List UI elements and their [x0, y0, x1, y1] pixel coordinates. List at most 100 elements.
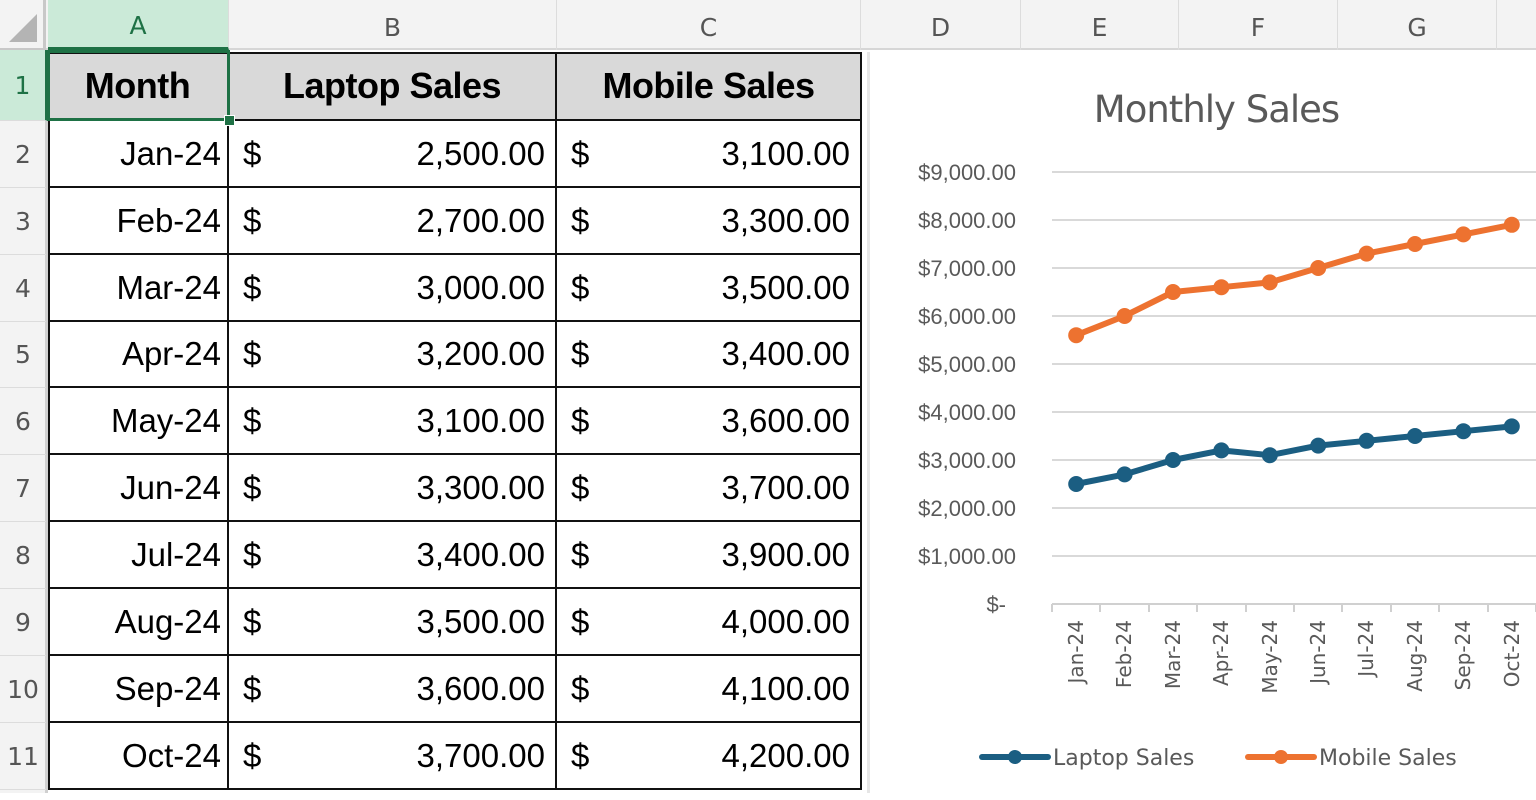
table-cell-mobile[interactable]: $3,600.00 — [557, 388, 862, 455]
table-cell-laptop[interactable]: $3,700.00 — [229, 723, 557, 790]
svg-text:Aug-24: Aug-24 — [1403, 620, 1427, 692]
data-point-marker[interactable] — [1165, 284, 1181, 300]
row-header-2[interactable]: 2 — [0, 121, 46, 188]
row-header-7[interactable]: 7 — [0, 455, 46, 522]
table-cell-mobile[interactable]: $3,700.00 — [557, 455, 862, 522]
mobile-value: 3,600.00 — [721, 401, 850, 439]
row-header-10[interactable]: 10 — [0, 656, 46, 723]
header-cell-laptop-sales[interactable]: Laptop Sales — [229, 52, 557, 121]
table-cell-month[interactable]: Oct-24 — [48, 723, 229, 790]
table-cell-month[interactable]: Jan-24 — [48, 121, 229, 188]
column-header-h[interactable] — [1497, 0, 1536, 50]
currency-symbol: $ — [571, 602, 590, 640]
table-cell-month[interactable]: Feb-24 — [48, 188, 229, 255]
monthly-sales-chart[interactable]: $9,000.00 $8,000.00 $7,000.00 $6,000.00 … — [867, 52, 1536, 793]
table-cell-mobile[interactable]: $3,100.00 — [557, 121, 862, 188]
column-header-f[interactable]: F — [1179, 0, 1338, 50]
table-cell-month[interactable]: Aug-24 — [48, 589, 229, 656]
currency-symbol: $ — [243, 335, 262, 372]
table-cell-laptop[interactable]: $2,700.00 — [229, 188, 557, 255]
data-point-marker[interactable] — [1407, 428, 1423, 444]
table-cell-month[interactable]: Jul-24 — [48, 522, 229, 589]
column-header-g[interactable]: G — [1338, 0, 1497, 50]
currency-symbol: $ — [571, 134, 590, 172]
svg-text:$5,000.00: $5,000.00 — [918, 352, 1016, 377]
laptop-value: 2,700.00 — [416, 201, 545, 239]
table-cell-mobile[interactable]: $3,300.00 — [557, 188, 862, 255]
currency-symbol: $ — [243, 134, 262, 172]
table-cell-month[interactable]: Mar-24 — [48, 255, 229, 322]
data-point-marker[interactable] — [1068, 476, 1085, 492]
data-point-marker[interactable] — [1165, 452, 1181, 468]
table-cell-laptop[interactable]: $2,500.00 — [229, 121, 557, 188]
series-line-laptop-sales[interactable] — [1075, 423, 1513, 487]
series-line-mobile-sales[interactable] — [1075, 221, 1513, 338]
row-header-12[interactable] — [0, 790, 46, 800]
row-header-6[interactable]: 6 — [0, 388, 46, 455]
row-header-11[interactable]: 11 — [0, 723, 46, 790]
mobile-value: 3,500.00 — [721, 268, 850, 306]
svg-text:$3,000.00: $3,000.00 — [918, 448, 1016, 473]
data-point-marker[interactable] — [1455, 423, 1472, 440]
data-point-marker[interactable] — [1455, 226, 1472, 243]
header-cell-month[interactable]: Month — [48, 52, 229, 121]
data-point-marker[interactable] — [1310, 437, 1327, 454]
table-cell-mobile[interactable]: $4,100.00 — [557, 656, 862, 723]
data-point-marker[interactable] — [1068, 327, 1085, 344]
column-header-a[interactable]: A — [48, 0, 229, 50]
currency-symbol: $ — [571, 669, 590, 707]
data-point-marker[interactable] — [1261, 447, 1278, 464]
table-cell-laptop[interactable]: $3,500.00 — [229, 589, 557, 656]
row-header-4[interactable]: 4 — [0, 255, 46, 322]
row-header-8[interactable]: 8 — [0, 522, 46, 589]
svg-text:$9,000.00: $9,000.00 — [918, 160, 1016, 185]
table-cell-mobile[interactable]: $3,900.00 — [557, 522, 862, 589]
data-point-marker[interactable] — [1116, 308, 1133, 324]
data-point-marker[interactable] — [1261, 274, 1278, 291]
row-header-3[interactable]: 3 — [0, 188, 46, 255]
row-header-1[interactable]: 1 — [0, 50, 48, 121]
data-point-marker[interactable] — [1358, 432, 1375, 449]
data-point-marker[interactable] — [1116, 466, 1133, 483]
table-cell-laptop[interactable]: $3,400.00 — [229, 522, 557, 589]
column-header-d[interactable]: D — [861, 0, 1021, 50]
svg-text:$4,000.00: $4,000.00 — [918, 400, 1016, 425]
svg-text:$2,000.00: $2,000.00 — [918, 496, 1016, 521]
table-cell-month[interactable]: May-24 — [48, 388, 229, 455]
table-cell-mobile[interactable]: $4,200.00 — [557, 723, 862, 790]
series-layer — [1068, 216, 1520, 492]
data-point-marker[interactable] — [1503, 418, 1520, 435]
fill-handle[interactable] — [224, 115, 235, 126]
column-header-e[interactable]: E — [1021, 0, 1179, 50]
table-cell-laptop[interactable]: $3,100.00 — [229, 388, 557, 455]
table-cell-laptop[interactable]: $3,300.00 — [229, 455, 557, 522]
svg-text:Jul-24: Jul-24 — [1354, 620, 1378, 679]
row-header-9[interactable]: 9 — [0, 589, 46, 656]
data-point-marker[interactable] — [1503, 216, 1520, 233]
table-cell-mobile[interactable]: $3,400.00 — [557, 322, 862, 388]
column-header-b[interactable]: B — [229, 0, 557, 50]
table-cell-mobile[interactable]: $3,500.00 — [557, 255, 862, 322]
currency-symbol: $ — [571, 736, 590, 774]
laptop-value: 3,500.00 — [416, 602, 545, 640]
data-point-marker[interactable] — [1358, 245, 1375, 262]
table-cell-laptop[interactable]: $3,600.00 — [229, 656, 557, 723]
row-header-5[interactable]: 5 — [0, 322, 46, 388]
data-point-marker[interactable] — [1407, 236, 1423, 252]
table-cell-month[interactable]: Jun-24 — [48, 455, 229, 522]
column-header-c[interactable]: C — [557, 0, 861, 50]
table-cell-mobile[interactable]: $4,000.00 — [557, 589, 862, 656]
select-all-triangle-icon — [9, 14, 37, 42]
data-point-marker[interactable] — [1213, 442, 1230, 459]
table-cell-month[interactable]: Apr-24 — [48, 322, 229, 388]
data-point-marker[interactable] — [1213, 279, 1230, 296]
data-point-marker[interactable] — [1310, 260, 1327, 276]
table-cell-laptop[interactable]: $3,200.00 — [229, 322, 557, 388]
mobile-value: 3,400.00 — [721, 335, 850, 372]
row-header-bar — [0, 50, 48, 793]
mobile-value: 3,900.00 — [721, 535, 850, 573]
header-cell-mobile-sales[interactable]: Mobile Sales — [557, 52, 862, 121]
table-cell-laptop[interactable]: $3,000.00 — [229, 255, 557, 322]
table-cell-month[interactable]: Sep-24 — [48, 656, 229, 723]
select-all-button[interactable] — [0, 0, 46, 50]
